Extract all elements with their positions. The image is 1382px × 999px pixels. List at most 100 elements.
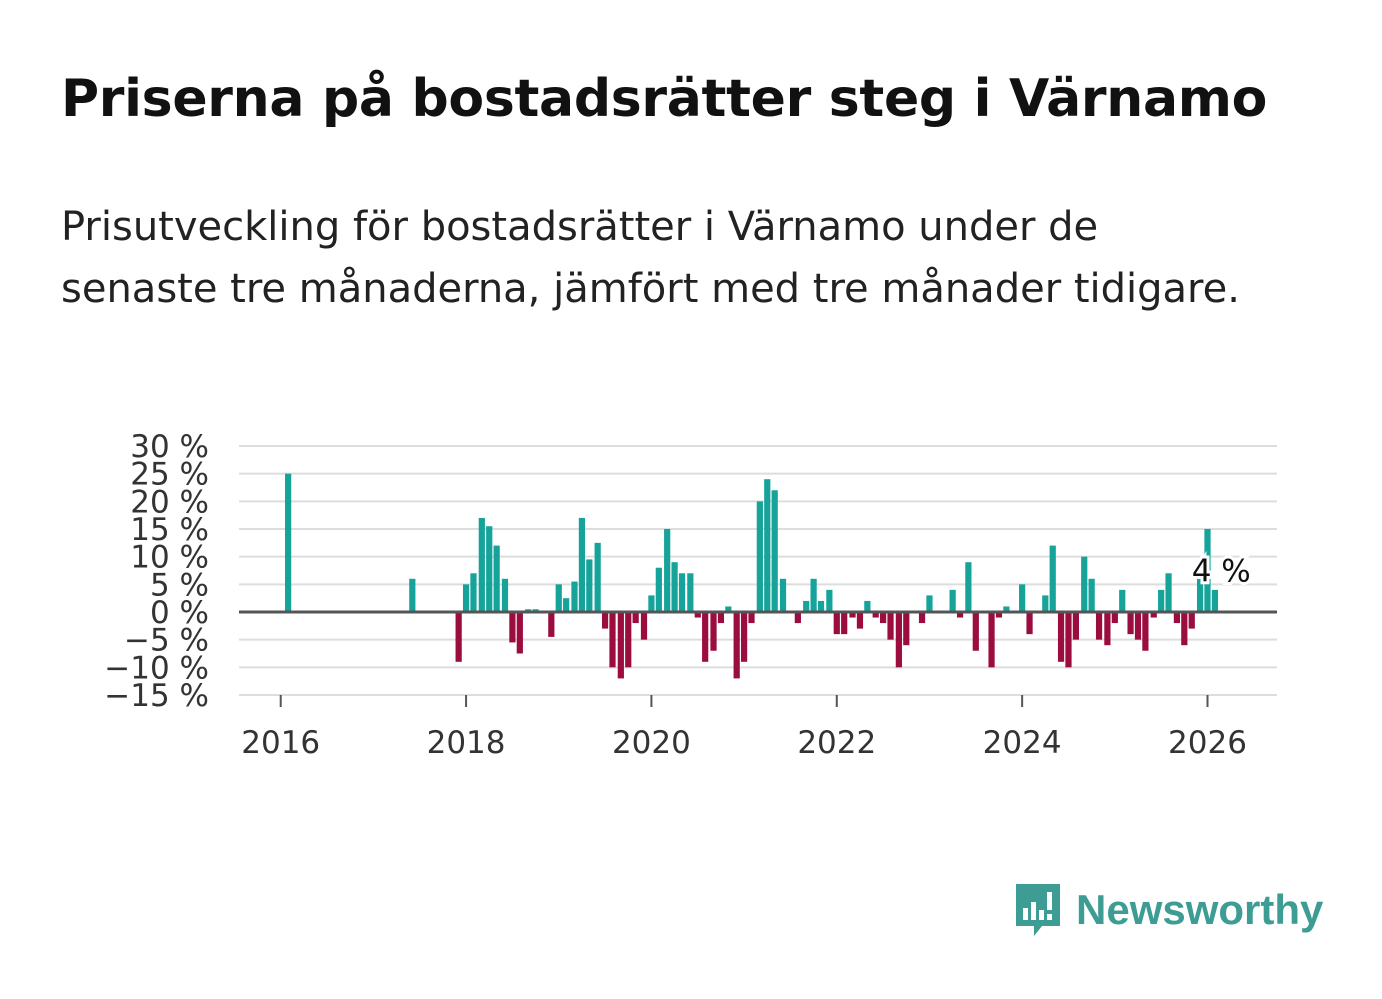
bar bbox=[555, 584, 562, 612]
bar bbox=[764, 479, 771, 612]
bar bbox=[509, 612, 516, 643]
bar bbox=[648, 595, 655, 612]
newsworthy-logo-icon bbox=[1016, 884, 1060, 936]
bar bbox=[586, 559, 593, 612]
bar bbox=[601, 612, 609, 629]
bar bbox=[725, 606, 732, 612]
bar bbox=[1173, 612, 1181, 624]
bar bbox=[710, 612, 717, 651]
x-tick-label: 2024 bbox=[983, 725, 1062, 761]
bar bbox=[956, 612, 964, 618]
bar bbox=[1081, 556, 1088, 612]
bar bbox=[702, 612, 709, 662]
bar bbox=[1042, 595, 1049, 612]
newsworthy-logo[interactable]: Newsworthy bbox=[1012, 878, 1323, 942]
bar bbox=[501, 578, 509, 612]
bar bbox=[733, 612, 740, 679]
x-tick-label: 2018 bbox=[427, 725, 506, 761]
bar bbox=[1165, 573, 1172, 612]
bar bbox=[470, 573, 477, 612]
bar bbox=[880, 612, 887, 624]
bar bbox=[810, 578, 817, 612]
chart-subtitle: Prisutveckling för bostadsrätter i Värna… bbox=[61, 204, 1240, 312]
y-tick-label: −10 % bbox=[104, 650, 209, 686]
bar bbox=[918, 612, 926, 624]
bar bbox=[887, 612, 894, 640]
bar bbox=[856, 612, 864, 629]
y-tick-label: 5 % bbox=[150, 567, 209, 603]
bar bbox=[1104, 612, 1111, 646]
bar bbox=[285, 473, 292, 612]
bar bbox=[617, 612, 624, 679]
bar bbox=[655, 567, 662, 612]
bar bbox=[779, 578, 787, 612]
bars bbox=[285, 473, 1219, 679]
bar bbox=[548, 612, 555, 637]
bar bbox=[817, 600, 825, 612]
bar bbox=[409, 578, 416, 612]
bar bbox=[1065, 612, 1072, 668]
bar bbox=[740, 612, 748, 662]
x-tick-label: 2016 bbox=[241, 725, 320, 761]
bar bbox=[1211, 589, 1219, 612]
bar bbox=[563, 598, 570, 612]
bar bbox=[771, 490, 778, 612]
bar bbox=[694, 612, 701, 618]
x-tick-label: 2020 bbox=[612, 725, 691, 761]
bar bbox=[1026, 612, 1033, 635]
bar bbox=[756, 501, 763, 612]
bar bbox=[478, 517, 485, 612]
bar bbox=[455, 612, 462, 662]
bar bbox=[1119, 589, 1126, 612]
bar bbox=[609, 612, 616, 668]
bar bbox=[1188, 612, 1195, 629]
bar bbox=[687, 573, 694, 612]
y-tick-label: 20 % bbox=[130, 484, 209, 520]
bar bbox=[1127, 612, 1134, 635]
page-title: Priserna på bostadsrätter steg i Värnamo bbox=[61, 69, 1268, 129]
bar bbox=[594, 542, 601, 612]
x-axis-ticks: 2016 2018 2020 2022 2024 2026 bbox=[241, 695, 1247, 761]
bar bbox=[1095, 612, 1103, 640]
bar bbox=[895, 612, 902, 668]
bar bbox=[1088, 578, 1095, 612]
y-tick-label: 15 % bbox=[130, 512, 209, 548]
bar bbox=[849, 612, 856, 618]
bar bbox=[1204, 529, 1211, 612]
bar bbox=[972, 612, 979, 651]
y-tick-label: 30 % bbox=[130, 429, 209, 465]
brand-name: Newsworthy bbox=[1076, 886, 1324, 933]
bar bbox=[864, 600, 871, 612]
bar bbox=[1049, 545, 1056, 612]
bar bbox=[1181, 612, 1188, 646]
y-tick-label: 25 % bbox=[130, 457, 209, 493]
bar bbox=[1150, 612, 1157, 618]
bar bbox=[664, 529, 671, 612]
bar bbox=[841, 612, 848, 635]
bar bbox=[965, 562, 972, 612]
bar bbox=[632, 612, 639, 624]
y-tick-label: −15 % bbox=[104, 678, 209, 714]
bar bbox=[872, 612, 879, 618]
bar bbox=[671, 562, 678, 612]
y-axis-ticks: 30 %25 %20 %15 %10 %5 %0 %−5 %−10 %−15 % bbox=[104, 429, 209, 714]
bar bbox=[1072, 612, 1079, 640]
x-tick-label: 2026 bbox=[1168, 725, 1247, 761]
bar bbox=[578, 517, 586, 612]
bar bbox=[640, 612, 648, 640]
bar bbox=[1057, 612, 1065, 662]
bar bbox=[516, 612, 523, 654]
bar bbox=[1111, 612, 1118, 624]
last-value-label: 4 % bbox=[1192, 554, 1251, 590]
bar bbox=[833, 612, 840, 635]
bar bbox=[493, 545, 500, 612]
bar bbox=[1158, 589, 1165, 612]
bar bbox=[826, 589, 833, 612]
y-tick-label: 0 % bbox=[150, 595, 209, 631]
bar bbox=[462, 584, 470, 612]
bar bbox=[625, 612, 632, 668]
bar bbox=[1003, 606, 1010, 612]
bar bbox=[1134, 612, 1142, 640]
bar bbox=[748, 612, 755, 624]
